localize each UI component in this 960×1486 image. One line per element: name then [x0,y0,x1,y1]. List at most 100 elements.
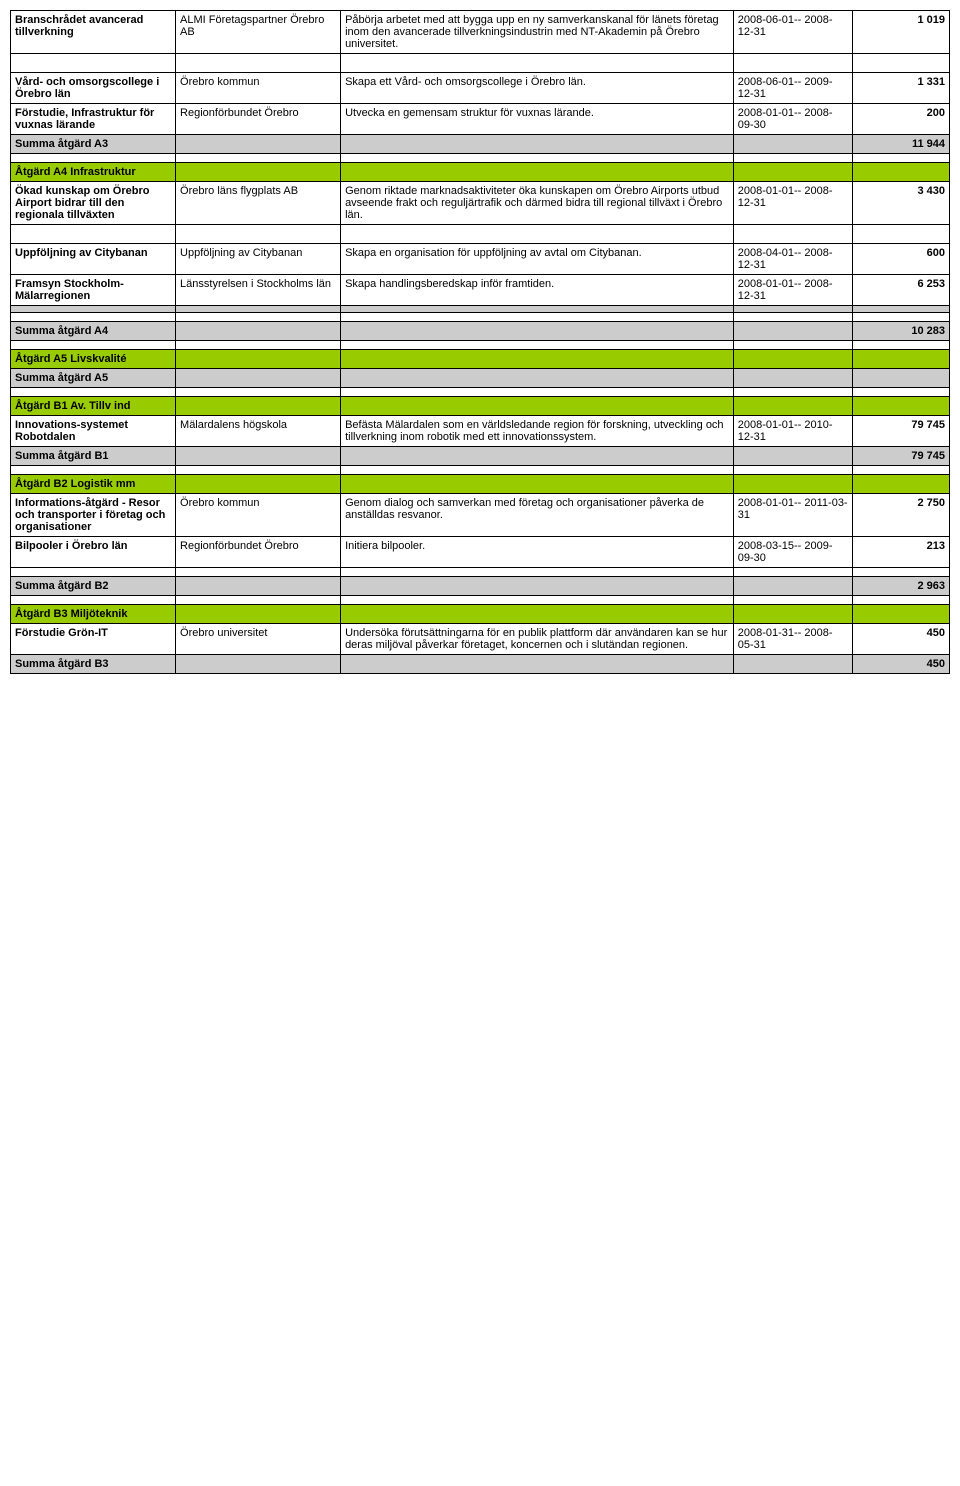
description-cell: Genom riktade marknadsaktiviteter öka ku… [341,182,734,225]
summary-row [11,306,950,313]
spacer-cell [341,568,734,577]
spacer-cell [341,313,734,322]
description-cell: Påbörja arbetet med att bygga upp en ny … [341,11,734,54]
amount-cell: 600 [853,244,950,275]
project-name-cell: Bilpooler i Örebro län [11,537,176,568]
description-cell [341,135,734,154]
table-row: Vård- och omsorgscollege i Örebro länÖre… [11,73,950,104]
amount-cell: 2 750 [853,494,950,537]
summary-row: Summa åtgärd A5 [11,369,950,388]
table-row: Förstudie Grön-ITÖrebro universitetUnder… [11,624,950,655]
spacer-cell [853,154,950,163]
spacer-cell [11,568,176,577]
spacer-cell [733,388,853,397]
project-name-cell: Åtgärd A5 Livskvalité [11,350,176,369]
summary-row: Summa åtgärd A410 283 [11,322,950,341]
amount-cell: 3 430 [853,182,950,225]
description-cell [341,605,734,624]
project-name-cell: Summa åtgärd A3 [11,135,176,154]
amount-cell: 79 745 [853,447,950,466]
blank-cell [11,225,176,244]
spacer-row [11,388,950,397]
section-header-row: Åtgärd B1 Av. Tillv ind [11,397,950,416]
blank-cell [11,54,176,73]
owner-cell [176,475,341,494]
amount-cell [853,605,950,624]
project-name-cell: Summa åtgärd B2 [11,577,176,596]
spacer-cell [733,466,853,475]
spacer-row [11,313,950,322]
period-cell: 2008-01-01-- 2011-03-31 [733,494,853,537]
project-name-cell: Summa åtgärd A5 [11,369,176,388]
period-cell [733,350,853,369]
spacer-cell [176,154,341,163]
owner-cell [176,655,341,674]
owner-cell [176,350,341,369]
project-name-cell: Vård- och omsorgscollege i Örebro län [11,73,176,104]
spacer-cell [853,341,950,350]
description-cell: Initiera bilpooler. [341,537,734,568]
amount-cell [853,163,950,182]
period-cell: 2008-06-01-- 2009-12-31 [733,73,853,104]
spacer-row [11,154,950,163]
spacer-cell [853,388,950,397]
owner-cell: Regionförbundet Örebro [176,104,341,135]
amount-cell: 6 253 [853,275,950,306]
owner-cell [176,369,341,388]
amount-cell [853,369,950,388]
description-cell [341,322,734,341]
spacer-cell [853,568,950,577]
spacer-cell [176,466,341,475]
description-cell: Skapa handlingsberedskap inför framtiden… [341,275,734,306]
project-name-cell: Förstudie Grön-IT [11,624,176,655]
owner-cell: Örebro kommun [176,494,341,537]
spacer-row [11,341,950,350]
spacer-cell [853,313,950,322]
amount-cell: 2 963 [853,577,950,596]
owner-cell [176,447,341,466]
period-cell [733,369,853,388]
amount-cell: 450 [853,655,950,674]
amount-cell [853,397,950,416]
spacer-cell [341,388,734,397]
spacer-cell [853,466,950,475]
period-cell: 2008-01-31-- 2008-05-31 [733,624,853,655]
spacer-cell [733,596,853,605]
project-name-cell: Åtgärd B1 Av. Tillv ind [11,397,176,416]
amount-cell [853,306,950,313]
table-row: Informations-åtgärd - Resor och transpor… [11,494,950,537]
blank-cell [733,225,853,244]
spacer-cell [341,154,734,163]
description-cell: Undersöka förutsättningarna för en publi… [341,624,734,655]
summary-row: Summa åtgärd B3450 [11,655,950,674]
amount-cell: 79 745 [853,416,950,447]
spacer-cell [176,313,341,322]
spacer-cell [733,341,853,350]
owner-cell: ALMI Företagspartner Örebro AB [176,11,341,54]
period-cell [733,322,853,341]
period-cell [733,135,853,154]
amount-cell: 11 944 [853,135,950,154]
spacer-row [11,466,950,475]
owner-cell: Örebro läns flygplats AB [176,182,341,225]
period-cell: 2008-06-01-- 2008-12-31 [733,11,853,54]
period-cell [733,577,853,596]
project-name-cell: Branschrådet avancerad tillverkning [11,11,176,54]
spacer-cell [11,466,176,475]
project-name-cell: Framsyn Stockholm-Mälarregionen [11,275,176,306]
table-row: Förstudie, Infrastruktur för vuxnas lära… [11,104,950,135]
blank-cell [853,54,950,73]
spacer-row [11,596,950,605]
project-name-cell: Innovations-systemet Robotdalen [11,416,176,447]
period-cell: 2008-01-01-- 2008-12-31 [733,275,853,306]
period-cell [733,475,853,494]
blank-cell [733,54,853,73]
owner-cell [176,397,341,416]
owner-cell: Örebro universitet [176,624,341,655]
period-cell: 2008-01-01-- 2008-09-30 [733,104,853,135]
amount-cell: 213 [853,537,950,568]
spacer-cell [733,568,853,577]
table-row: Branschrådet avancerad tillverkningALMI … [11,11,950,54]
period-cell [733,447,853,466]
owner-cell [176,605,341,624]
